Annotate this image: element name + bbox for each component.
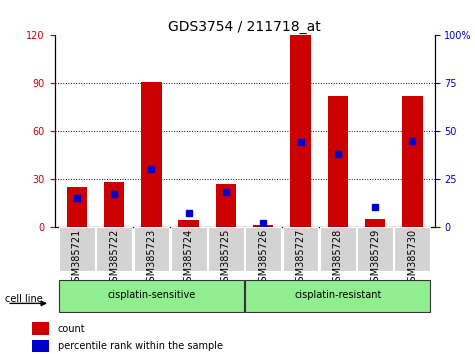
Text: GSM385730: GSM385730 bbox=[407, 229, 417, 288]
Text: cisplatin-resistant: cisplatin-resistant bbox=[294, 290, 381, 300]
Bar bbox=[133, 227, 170, 271]
Bar bbox=[171, 227, 207, 271]
Text: GSM385726: GSM385726 bbox=[258, 229, 268, 288]
Text: percentile rank within the sample: percentile rank within the sample bbox=[58, 341, 223, 351]
Bar bbox=[253, 225, 274, 227]
Text: GSM385728: GSM385728 bbox=[333, 229, 343, 288]
Bar bbox=[104, 182, 124, 227]
Text: GSM385729: GSM385729 bbox=[370, 229, 380, 288]
Text: cisplatin-sensitive: cisplatin-sensitive bbox=[107, 290, 196, 300]
Title: GDS3754 / 211718_at: GDS3754 / 211718_at bbox=[168, 21, 321, 34]
Text: GSM385721: GSM385721 bbox=[72, 229, 82, 288]
Text: cell line: cell line bbox=[5, 294, 42, 304]
Bar bbox=[96, 227, 132, 271]
Bar bbox=[32, 340, 49, 352]
Bar bbox=[208, 227, 244, 271]
Bar bbox=[66, 187, 87, 227]
Bar bbox=[290, 35, 311, 227]
Bar bbox=[402, 96, 423, 227]
Bar bbox=[328, 96, 348, 227]
Bar bbox=[179, 220, 199, 227]
Bar bbox=[394, 227, 430, 271]
Text: GSM385722: GSM385722 bbox=[109, 229, 119, 288]
Text: GSM385727: GSM385727 bbox=[295, 229, 305, 288]
Bar bbox=[246, 227, 281, 271]
Text: GSM385724: GSM385724 bbox=[184, 229, 194, 288]
Bar bbox=[246, 280, 430, 312]
Bar bbox=[216, 183, 236, 227]
Bar bbox=[59, 280, 244, 312]
Bar bbox=[141, 81, 162, 227]
Text: count: count bbox=[58, 324, 86, 333]
Text: GSM385723: GSM385723 bbox=[146, 229, 156, 288]
Bar bbox=[59, 227, 95, 271]
Text: GSM385725: GSM385725 bbox=[221, 229, 231, 288]
Bar bbox=[320, 227, 356, 271]
Bar bbox=[32, 322, 49, 335]
Bar bbox=[283, 227, 318, 271]
Bar bbox=[365, 218, 385, 227]
Bar bbox=[357, 227, 393, 271]
